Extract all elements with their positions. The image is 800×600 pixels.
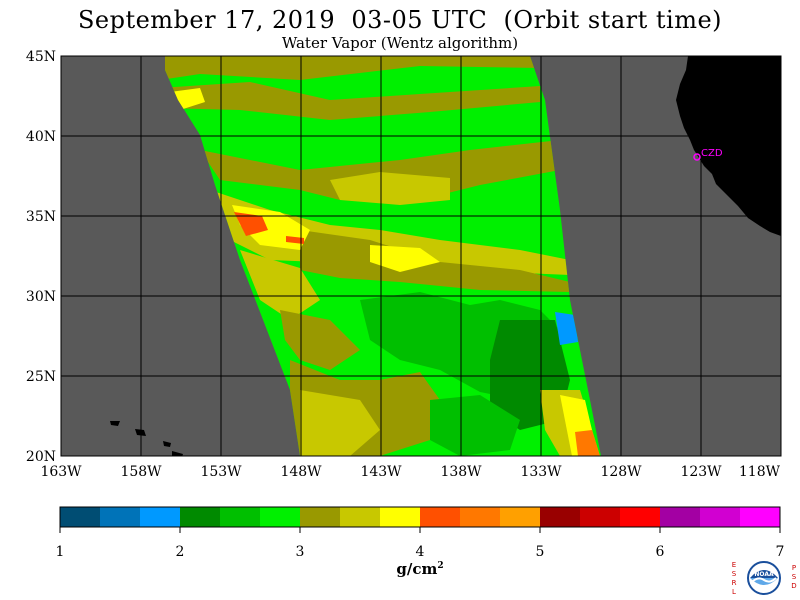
colorbar-segment: [540, 507, 581, 527]
colorbar-tick-label: 1: [56, 544, 65, 560]
logo-left-letter: E: [732, 561, 736, 569]
logo-right-letter: S: [792, 573, 797, 581]
latitude-axis: 45N 40N 35N 30N 25N 20N: [26, 49, 56, 465]
colorbar-segment: [500, 507, 541, 527]
lon-tick-label: 158W: [120, 464, 162, 480]
logo-left-letter: L: [732, 588, 736, 596]
station-marker: CZD: [693, 148, 723, 161]
colorbar-tick-label: 7: [776, 544, 785, 560]
page-subtitle: Water Vapor (Wentz algorithm): [281, 34, 519, 52]
lon-tick-label: 128W: [600, 464, 642, 480]
lat-tick-label: 40N: [26, 129, 56, 145]
colorbar-labels: 1 2 3 4 5 6 7: [56, 527, 785, 560]
colorbar-segment: [460, 507, 501, 527]
colorbar-segment: [660, 507, 701, 527]
colorbar-segment: [340, 507, 381, 527]
lon-tick-label: 148W: [280, 464, 322, 480]
colorbar-segment: [60, 507, 101, 527]
longitude-axis: 163W 158W 153W 148W 143W 138W 133W 128W 123W 118W: [40, 464, 780, 480]
logo-center-text: NOAA: [754, 571, 774, 578]
colorbar-tick-label: 6: [656, 544, 665, 560]
lon-tick-label: 123W: [680, 464, 722, 480]
colorbar-units: g/cm2: [380, 560, 460, 578]
colorbar-segment: [380, 507, 421, 527]
logo-left-letter: S: [732, 570, 737, 578]
lon-tick-label: 143W: [360, 464, 402, 480]
colorbar: [59, 506, 781, 528]
colorbar-segment: [300, 507, 341, 527]
units-base: g/cm: [396, 560, 438, 578]
lat-tick-label: 30N: [26, 289, 56, 305]
graticule: [61, 56, 781, 456]
lon-tick-label: 153W: [200, 464, 242, 480]
page-title: September 17, 2019 03-05 UTC (Orbit star…: [77, 6, 723, 34]
lat-tick-label: 25N: [26, 369, 56, 385]
colorbar-tick-label: 3: [296, 544, 305, 560]
logo-right-letter: D: [791, 582, 796, 590]
colorbar-tick-label: 2: [176, 544, 185, 560]
colorbar-segment: [700, 507, 741, 527]
colorbar-segment: [420, 507, 461, 527]
lon-tick-label: 133W: [520, 464, 562, 480]
colorbar-tick-label: 4: [416, 544, 425, 560]
plot-frame: [60, 55, 782, 457]
lat-tick-label: 20N: [26, 449, 56, 465]
colorbar-segment: [100, 507, 141, 527]
colorbar-segment: [620, 507, 661, 527]
lon-tick-label: 163W: [40, 464, 82, 480]
colorbar-tick-label: 5: [536, 544, 545, 560]
station-label: CZD: [701, 148, 723, 159]
lat-tick-label: 45N: [26, 49, 56, 65]
lon-tick-label: 138W: [440, 464, 482, 480]
colorbar-segment: [740, 507, 781, 527]
logo-left-letter: R: [732, 579, 737, 587]
colorbar-segment: [260, 507, 301, 527]
colorbar-segment: [220, 507, 261, 527]
colorbar-segment: [580, 507, 621, 527]
units-exponent: 2: [437, 561, 444, 571]
colorbar-segment: [140, 507, 181, 527]
lat-tick-label: 35N: [26, 209, 56, 225]
colorbar-segment: [180, 507, 221, 527]
lon-tick-label: 118W: [739, 464, 781, 480]
logo-right-letter: P: [792, 564, 796, 572]
